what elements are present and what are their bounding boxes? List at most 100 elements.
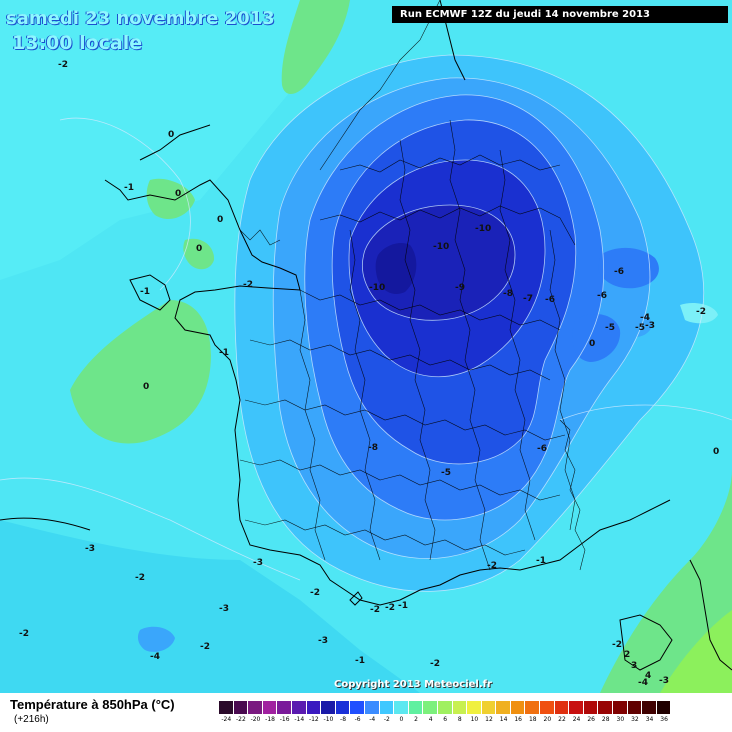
isotherm-label: -3 <box>318 636 328 646</box>
legend-label: 26 <box>587 716 595 723</box>
legend-label: 6 <box>443 716 448 723</box>
legend-label: 14 <box>499 716 508 723</box>
isotherm-label: -3 <box>85 544 95 554</box>
legend-swatch <box>408 701 424 714</box>
legend-label: 32 <box>631 716 639 723</box>
legend-swatch <box>394 701 409 714</box>
isotherm-label: -3 <box>659 676 669 686</box>
isotherm-label: -10 <box>433 242 449 252</box>
legend-cell: 30 <box>613 701 628 723</box>
isotherm-label: -5 <box>635 323 645 333</box>
legend-label: 10 <box>470 716 479 723</box>
isotherm-lines <box>0 54 732 592</box>
isotherm-label: -4 <box>638 678 648 688</box>
isotherm-label: -5 <box>441 468 451 478</box>
legend-label: 30 <box>616 716 625 723</box>
legend-cell: 4 <box>423 701 438 723</box>
legend-cell: -4 <box>364 701 380 723</box>
isotherm-label: -2 <box>310 588 320 598</box>
isotherm-label: 0 <box>175 189 181 199</box>
legend-label: -22 <box>235 716 246 723</box>
legend-swatch <box>613 701 628 714</box>
isotherm-label: -2 <box>200 642 210 652</box>
legend-swatch <box>437 701 453 714</box>
isotherm-label: -6 <box>597 291 607 301</box>
southeast-warm-zone <box>600 470 732 693</box>
east-cold-pocket-3 <box>617 308 652 338</box>
legend-cell: 36 <box>656 701 672 723</box>
isotherm-label: -1 <box>140 287 150 297</box>
legend-label: -16 <box>279 716 290 723</box>
legend-label: 36 <box>660 716 668 723</box>
isotherm-label: -6 <box>614 267 624 277</box>
legend-cell: 2 <box>408 701 424 723</box>
isotherm-label: -2 <box>19 629 29 639</box>
southeast-warmer-zone <box>660 610 732 693</box>
isotherm-label: 0 <box>196 244 202 254</box>
legend-swatch <box>350 701 365 714</box>
legend-label: 0 <box>399 716 404 723</box>
legend-cell: 6 <box>437 701 453 723</box>
legend-swatch <box>335 701 351 714</box>
isotherm-label: -6 <box>545 295 555 305</box>
isotherm-label: -5 <box>605 323 615 333</box>
legend-cell: 18 <box>525 701 541 723</box>
forecast-time: 13:00 locale <box>12 32 143 54</box>
isotherm-label: -4 <box>640 313 650 323</box>
legend-label: 4 <box>428 716 433 723</box>
legend-swatch <box>248 701 263 714</box>
legend-swatch <box>291 701 307 714</box>
legend-cell: 20 <box>540 701 555 723</box>
legend-label: -6 <box>354 716 361 723</box>
legend-label: 34 <box>645 716 654 723</box>
isotherm-label: -2 <box>243 280 253 290</box>
legend-cell: 12 <box>481 701 497 723</box>
isotherm-label: -9 <box>455 283 465 293</box>
legend-cell: 14 <box>496 701 511 723</box>
isotherm-label: -4 <box>150 652 160 662</box>
northwest-sea-zone <box>0 0 330 280</box>
legend-swatch <box>656 701 672 714</box>
sea-cold-pocket <box>137 626 175 652</box>
isotherm-label: 0 <box>589 339 595 349</box>
legend-label: -24 <box>221 716 232 723</box>
coastlines <box>0 0 732 671</box>
legend-label: 20 <box>543 716 552 723</box>
legend-label: 18 <box>528 716 537 723</box>
legend-swatch <box>262 701 278 714</box>
legend-cell: -12 <box>306 701 322 723</box>
legend-label: -8 <box>340 716 347 723</box>
legend-label: -2 <box>383 716 390 723</box>
legend-label: 12 <box>485 716 493 723</box>
legend-swatch <box>540 701 555 714</box>
isotherm-label: -1 <box>355 656 365 666</box>
legend-label: 8 <box>457 716 462 723</box>
legend-title: Température à 850hPa (°C) <box>10 697 175 712</box>
east-cold-pocket-1 <box>598 247 659 289</box>
legend-cell: -18 <box>262 701 278 723</box>
legend-swatch <box>306 701 322 714</box>
legend-cell: -8 <box>335 701 351 723</box>
legend-label: -4 <box>369 716 376 723</box>
legend-cell: -14 <box>291 701 307 723</box>
forecast-date: samedi 23 novembre 2013 <box>6 8 275 29</box>
legend-swatch <box>321 701 336 714</box>
model-run-label: Run ECMWF 12Z du jeudi 14 novembre 2013 <box>392 6 728 23</box>
isotherm-label: -2 <box>430 659 440 669</box>
legend-swatch <box>510 701 526 714</box>
isotherm-label: -2 <box>135 573 145 583</box>
isotherm-label: -1 <box>536 556 546 566</box>
isotherm-labels: -2 0 0 0 0 0 -1 -1 -2 -1 0 -10 -10 -10 -… <box>19 60 719 688</box>
legend-cell: 22 <box>554 701 570 723</box>
north-warm-patch <box>281 0 350 95</box>
legend-label: 24 <box>572 716 581 723</box>
legend-cell: -24 <box>219 701 234 723</box>
legend-swatch <box>598 701 614 714</box>
legend-cell: 10 <box>467 701 482 723</box>
isotherm-label: 0 <box>143 382 149 392</box>
legend-label: 28 <box>601 716 610 723</box>
isotherm-label: 0 <box>168 130 174 140</box>
legend-label: -18 <box>265 716 275 723</box>
east-light-patch <box>680 303 718 324</box>
administrative-borders <box>239 0 586 571</box>
